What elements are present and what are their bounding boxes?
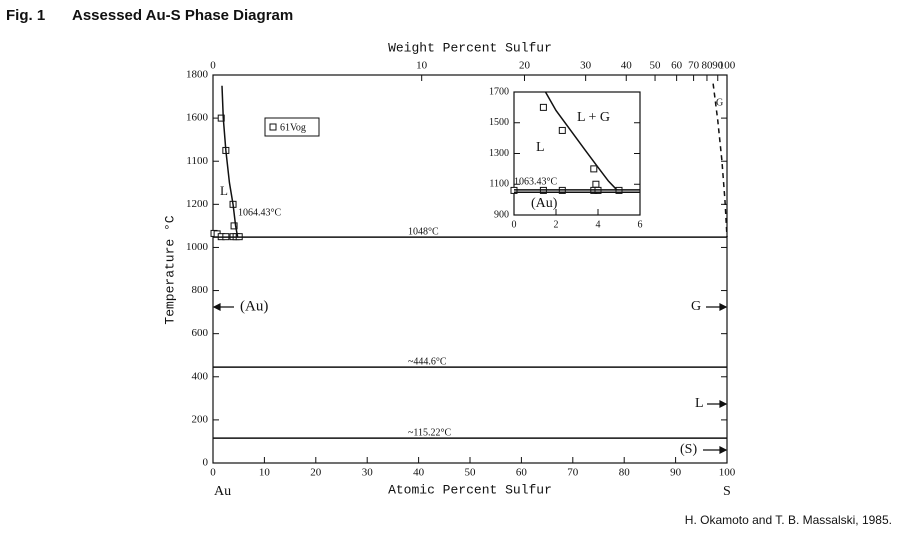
x-tick-label: 90: [670, 467, 682, 479]
annotation: Au: [214, 484, 231, 499]
x-tick-label: 10: [259, 467, 271, 479]
annotation: 1063.43°C: [514, 176, 557, 187]
annotation: L + G: [577, 110, 610, 125]
y-tick-label: 1600: [186, 112, 209, 124]
x2-tick-label: 30: [580, 60, 592, 72]
x-tick-label: 50: [465, 467, 477, 479]
y-tick-label: 800: [192, 284, 209, 296]
credit: H. Okamoto and T. B. Massalski, 1985.: [685, 513, 892, 527]
y-tick-label: 1100: [186, 155, 208, 167]
data-point: [590, 165, 598, 173]
y-tick-label: 600: [192, 327, 209, 339]
data-point: [592, 180, 600, 188]
annotation: (Au): [531, 196, 558, 211]
x2-tick-label: 40: [621, 60, 633, 72]
x2-tick-label: 10: [416, 60, 428, 72]
x2-axis-title: Weight Percent Sulfur: [388, 40, 552, 55]
x2-tick-label: 60: [671, 60, 683, 72]
x2-tick-label: 90: [712, 60, 724, 72]
x-tick-label: 0: [210, 467, 216, 479]
annotation: ~444.6°C: [408, 356, 447, 367]
x-tick-label: 6: [638, 219, 643, 230]
x-tick-label: 100: [719, 467, 736, 479]
x-axis-title: Atomic Percent Sulfur: [388, 482, 552, 497]
phase-boundary: [712, 83, 728, 238]
y-axis-title: Temperature °C: [162, 215, 177, 324]
x2-tick-label: 0: [210, 60, 216, 72]
arrow-head: [212, 303, 221, 311]
x2-tick-label: 50: [650, 60, 662, 72]
legend-box: [264, 117, 320, 137]
y-tick-label: 200: [192, 413, 209, 425]
x-tick-label: 70: [567, 467, 579, 479]
figure-label: Fig. 1: [6, 7, 45, 24]
y-tick-label: 400: [192, 370, 209, 382]
phase-boundary: [544, 91, 618, 191]
annotation: L: [220, 183, 228, 198]
y-tick-label: 1700: [489, 86, 509, 97]
y-tick-label: 900: [494, 209, 509, 220]
legend-marker: [269, 123, 277, 131]
data-point: [558, 126, 566, 134]
annotation: ~115.22°C: [408, 427, 452, 438]
x-tick-label: 60: [516, 467, 528, 479]
data-point: [230, 222, 238, 230]
x-tick-label: 20: [310, 467, 322, 479]
x2-tick-label: 20: [519, 60, 531, 72]
annotation: L: [695, 396, 704, 411]
data-point: [539, 103, 547, 111]
y-tick-label: 1200: [186, 198, 209, 210]
annotation: G: [716, 97, 723, 108]
annotation: S: [723, 484, 731, 499]
y-tick-label: 1300: [489, 148, 509, 159]
x2-tick-label: 80: [701, 60, 713, 72]
annotation: 1048°C: [408, 226, 439, 237]
data-point: [217, 114, 225, 122]
annotation: G: [691, 299, 701, 314]
x-tick-label: 30: [362, 467, 374, 479]
y-tick-label: 1500: [489, 117, 509, 128]
arrow-head: [719, 446, 728, 454]
x2-tick-label: 70: [688, 60, 700, 72]
y-tick-label: 1000: [186, 241, 209, 253]
annotation: (Au): [240, 298, 268, 314]
x-tick-label: 0: [512, 219, 517, 230]
y-tick-label: 0: [203, 457, 209, 469]
figure-title: Assessed Au-S Phase Diagram: [72, 7, 293, 24]
annotation: L: [536, 140, 545, 155]
arrow-head: [719, 400, 728, 408]
phase-boundary: [221, 85, 239, 238]
x-tick-label: 80: [619, 467, 631, 479]
x-tick-label: 4: [596, 219, 601, 230]
annotation: (S): [680, 442, 697, 457]
arrow-head: [719, 303, 728, 311]
x-tick-label: 40: [413, 467, 425, 479]
x2-tick-label: 100: [719, 60, 736, 72]
x-tick-label: 2: [554, 219, 559, 230]
annotation: 1064.43°C: [238, 207, 281, 218]
legend-label: 61Vog: [280, 122, 306, 133]
y-tick-label: 1800: [186, 69, 209, 81]
y-tick-label: 1100: [489, 179, 509, 190]
arrows: [212, 199, 728, 454]
